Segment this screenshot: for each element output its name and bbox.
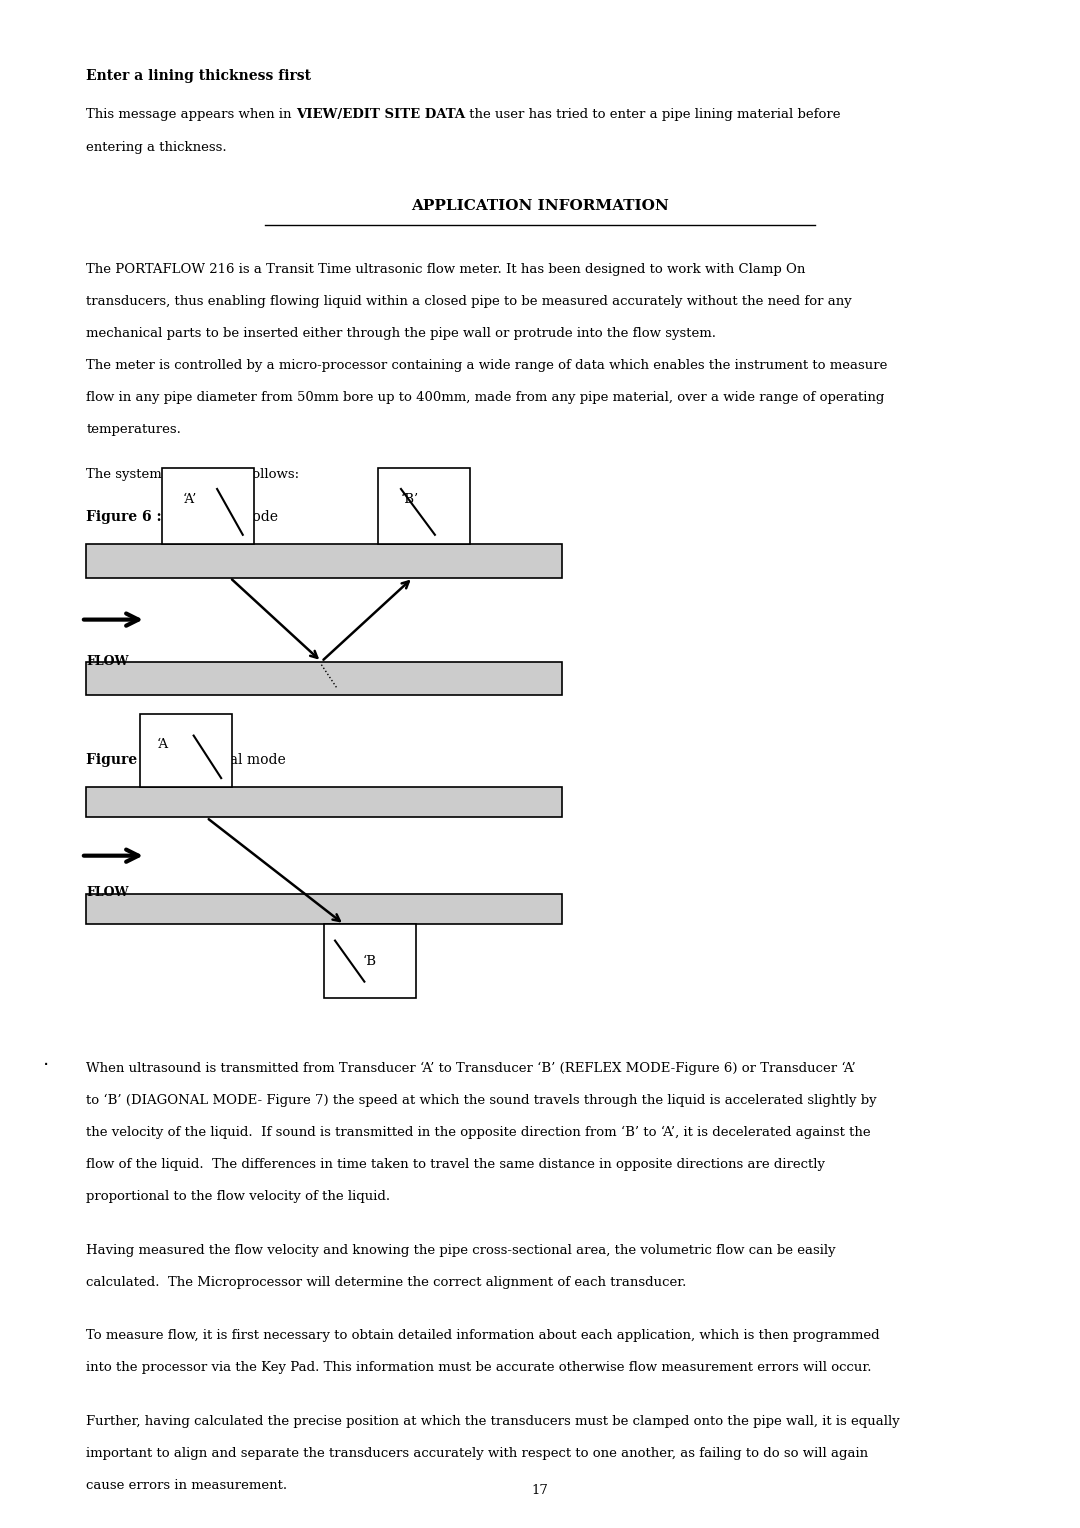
Bar — [86, 894, 562, 924]
Bar — [162, 468, 254, 544]
Text: flow of the liquid.  The differences in time taken to travel the same distance i: flow of the liquid. The differences in t… — [86, 1158, 825, 1172]
Text: ‘A’: ‘A’ — [183, 494, 197, 506]
Text: ‘B: ‘B — [363, 955, 377, 967]
Text: entering a thickness.: entering a thickness. — [86, 141, 227, 154]
Bar — [86, 544, 562, 578]
Text: Figure 7:-: Figure 7:- — [86, 753, 163, 767]
Text: The meter is controlled by a micro-processor containing a wide range of data whi: The meter is controlled by a micro-proce… — [86, 359, 888, 373]
Text: temperatures.: temperatures. — [86, 423, 181, 437]
Bar — [140, 714, 232, 787]
Text: Figure 6 :-: Figure 6 :- — [86, 510, 167, 524]
Text: the user has tried to enter a pipe lining material before: the user has tried to enter a pipe linin… — [465, 108, 840, 122]
Text: Reflex mode: Reflex mode — [186, 510, 278, 524]
Text: Having measured the flow velocity and knowing the pipe cross-sectional area, the: Having measured the flow velocity and kn… — [86, 1244, 836, 1258]
Text: VIEW/EDIT SITE DATA: VIEW/EDIT SITE DATA — [296, 108, 465, 122]
Text: .: . — [43, 1050, 50, 1068]
Text: Enter a lining thickness first: Enter a lining thickness first — [86, 69, 311, 83]
Text: 17: 17 — [531, 1484, 549, 1497]
Text: ‘B’: ‘B’ — [401, 494, 419, 506]
Text: cause errors in measurement.: cause errors in measurement. — [86, 1479, 287, 1493]
Text: proportional to the flow velocity of the liquid.: proportional to the flow velocity of the… — [86, 1190, 391, 1204]
Text: into the processor via the Key Pad. This information must be accurate otherwise : into the processor via the Key Pad. This… — [86, 1361, 872, 1375]
Text: to ‘B’ (DIAGONAL MODE- Figure 7) the speed at which the sound travels through th: to ‘B’ (DIAGONAL MODE- Figure 7) the spe… — [86, 1094, 877, 1108]
Bar — [86, 787, 562, 817]
Text: flow in any pipe diameter from 50mm bore up to 400mm, made from any pipe materia: flow in any pipe diameter from 50mm bore… — [86, 391, 885, 405]
Bar — [86, 662, 562, 695]
Text: The system operates as follows:: The system operates as follows: — [86, 468, 299, 481]
Text: When ultrasound is transmitted from Transducer ‘A’ to Transducer ‘B’ (REFLEX MOD: When ultrasound is transmitted from Tran… — [86, 1062, 856, 1076]
Text: Further, having calculated the precise position at which the transducers must be: Further, having calculated the precise p… — [86, 1415, 900, 1429]
Text: calculated.  The Microprocessor will determine the correct alignment of each tra: calculated. The Microprocessor will dete… — [86, 1276, 687, 1290]
Text: ‘A: ‘A — [157, 738, 170, 750]
Text: FLOW: FLOW — [86, 886, 129, 900]
Text: FLOW: FLOW — [86, 656, 129, 668]
Bar — [324, 924, 416, 998]
Bar — [378, 468, 470, 544]
Text: APPLICATION INFORMATION: APPLICATION INFORMATION — [411, 199, 669, 212]
Text: Diagonal mode: Diagonal mode — [175, 753, 286, 767]
Text: the velocity of the liquid.  If sound is transmitted in the opposite direction f: the velocity of the liquid. If sound is … — [86, 1126, 872, 1140]
Text: The PORTAFLOW 216 is a Transit Time ultrasonic flow meter. It has been designed : The PORTAFLOW 216 is a Transit Time ultr… — [86, 263, 806, 277]
Text: important to align and separate the transducers accurately with respect to one a: important to align and separate the tran… — [86, 1447, 868, 1461]
Text: This message appears when in: This message appears when in — [86, 108, 296, 122]
Text: mechanical parts to be inserted either through the pipe wall or protrude into th: mechanical parts to be inserted either t… — [86, 327, 716, 341]
Text: To measure flow, it is first necessary to obtain detailed information about each: To measure flow, it is first necessary t… — [86, 1329, 880, 1343]
Text: transducers, thus enabling flowing liquid within a closed pipe to be measured ac: transducers, thus enabling flowing liqui… — [86, 295, 852, 309]
